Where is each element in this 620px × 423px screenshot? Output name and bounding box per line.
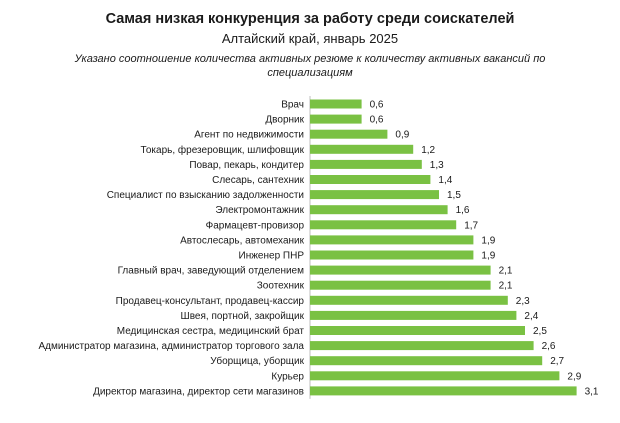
category-label: Агент по недвижимости	[194, 130, 304, 141]
bar	[310, 295, 508, 305]
value-label: 1,2	[421, 145, 435, 156]
category-label: Специалист по взысканию задолженности	[107, 190, 304, 201]
bar	[310, 99, 362, 109]
bar	[310, 159, 422, 169]
bar	[310, 190, 439, 200]
bar	[310, 205, 448, 215]
value-label: 2,7	[550, 356, 564, 367]
value-label: 2,4	[524, 311, 538, 322]
category-label: Администратор магазина, администратор то…	[38, 341, 304, 352]
category-label: Директор магазина, директор сети магазин…	[93, 386, 304, 397]
chart-note: Указано соотношение количества активных …	[74, 53, 546, 79]
bar	[310, 310, 517, 320]
value-label: 2,5	[533, 326, 547, 337]
bar	[310, 220, 457, 230]
chart-title: Самая низкая конкуренция за работу среди…	[105, 11, 515, 27]
bar	[310, 235, 474, 245]
bar	[310, 265, 491, 275]
value-label: 1,5	[447, 190, 461, 201]
value-label: 0,6	[370, 115, 384, 126]
value-label: 2,6	[542, 341, 556, 352]
bar	[310, 144, 414, 154]
category-label: Слесарь, сантехник	[212, 175, 305, 186]
value-label: 0,9	[395, 130, 409, 141]
value-label: 2,9	[567, 371, 581, 382]
value-label: 3,1	[585, 386, 599, 397]
category-label: Продавец-консультант, продавец-кассир	[116, 296, 305, 307]
bar	[310, 341, 534, 351]
category-label: Зоотехник	[257, 281, 305, 292]
bar	[310, 114, 362, 124]
category-label: Автослесарь, автомеханик	[180, 235, 305, 246]
bar	[310, 356, 543, 366]
category-label: Повар, пекарь, кондитер	[189, 160, 304, 171]
category-label: Уборщица, уборщик	[210, 355, 304, 367]
category-label: Швея, портной, закройщик	[181, 311, 305, 322]
value-label: 1,9	[481, 235, 495, 246]
value-label: 2,3	[516, 296, 530, 307]
value-label: 1,7	[464, 220, 478, 231]
value-label: 1,4	[438, 175, 452, 186]
value-label: 2,1	[499, 266, 513, 277]
value-label: 1,9	[481, 251, 495, 262]
value-label: 2,1	[499, 281, 513, 292]
value-label: 1,3	[430, 160, 444, 171]
category-label: Главный врач, заведующий отделением	[118, 266, 305, 277]
bar	[310, 386, 577, 396]
value-label: 1,6	[456, 205, 470, 216]
chart-subtitle: Алтайский край, январь 2025	[221, 31, 399, 46]
category-label: Курьер	[271, 371, 304, 382]
category-label: Инженер ПНР	[239, 251, 305, 262]
category-label: Врач	[281, 100, 304, 111]
bar	[310, 250, 474, 260]
bar	[310, 326, 525, 335]
category-label: Дворник	[265, 115, 304, 126]
category-label: Электромонтажник	[215, 205, 304, 216]
category-label: Медицинская сестра, медицинский брат	[117, 325, 305, 337]
bar	[310, 371, 560, 381]
category-label: Токарь, фрезеровщик, шлифовщик	[141, 144, 305, 156]
bar	[310, 175, 431, 184]
bar	[310, 129, 388, 139]
bar	[310, 280, 491, 290]
category-label: Фармацевт-провизор	[206, 220, 305, 231]
value-label: 0,6	[370, 100, 384, 111]
